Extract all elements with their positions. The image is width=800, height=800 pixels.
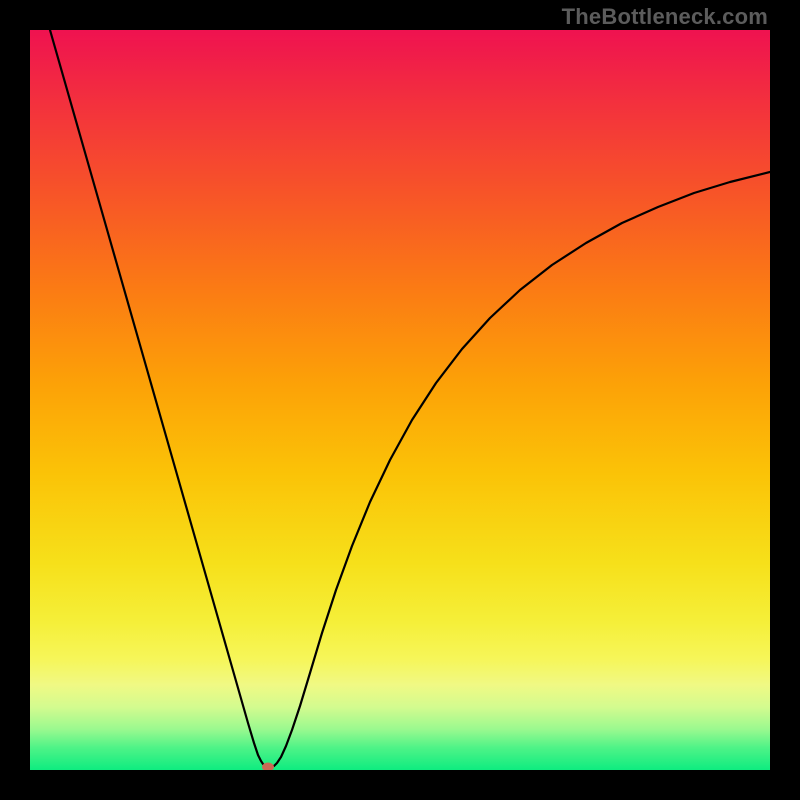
chart-frame: TheBottleneck.com — [0, 0, 800, 800]
bottleneck-curve — [50, 30, 770, 767]
watermark-text: TheBottleneck.com — [562, 4, 768, 30]
curve-layer — [30, 30, 770, 770]
plot-area — [30, 30, 770, 770]
